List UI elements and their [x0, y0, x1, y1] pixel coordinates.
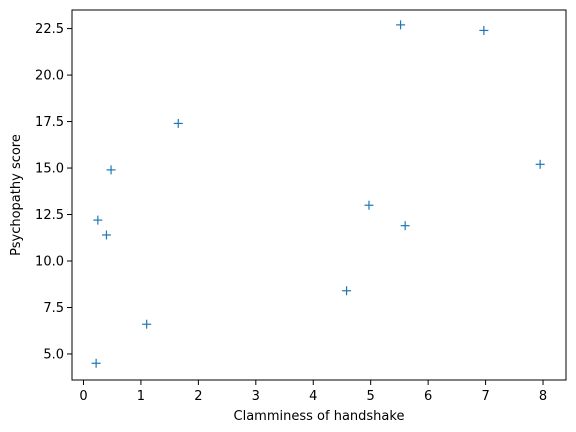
y-tick-label: 20.0 — [35, 69, 64, 84]
y-axis-label: Psychopathy score — [9, 134, 24, 256]
y-tick-label: 10.0 — [35, 255, 64, 270]
y-tick-label: 17.5 — [35, 115, 64, 130]
data-point — [93, 215, 103, 225]
x-tick-label: 2 — [194, 389, 202, 404]
x-axis-label: Clamminess of handshake — [234, 409, 405, 424]
data-point — [535, 159, 545, 169]
y-tick-label: 15.0 — [35, 162, 64, 177]
x-tick-label: 1 — [137, 389, 145, 404]
x-axis-ticks: 0 1 2 3 4 5 6 7 8 — [79, 380, 547, 404]
y-tick-label: 5.0 — [43, 347, 64, 362]
data-point — [396, 20, 406, 30]
x-tick-label: 0 — [79, 389, 87, 404]
data-point — [101, 230, 111, 240]
data-point — [142, 319, 152, 329]
data-point — [479, 25, 489, 35]
x-tick-label: 7 — [481, 389, 489, 404]
data-points — [91, 20, 545, 368]
data-point — [91, 358, 101, 368]
y-tick-label: 22.5 — [35, 22, 64, 37]
data-point — [364, 200, 374, 210]
x-tick-label: 3 — [252, 389, 260, 404]
data-point — [173, 118, 183, 128]
data-point — [106, 165, 116, 175]
x-tick-label: 5 — [367, 389, 375, 404]
plot-area — [71, 9, 567, 381]
data-point — [342, 286, 352, 296]
y-axis-ticks: 5.0 7.5 10.0 12.5 15.0 17.5 20.0 22.5 — [35, 22, 72, 362]
data-point — [400, 221, 410, 231]
y-tick-label: 7.5 — [43, 301, 64, 316]
y-tick-label: 12.5 — [35, 208, 64, 223]
x-tick-label: 4 — [309, 389, 317, 404]
x-tick-label: 6 — [424, 389, 432, 404]
x-tick-label: 8 — [539, 389, 547, 404]
